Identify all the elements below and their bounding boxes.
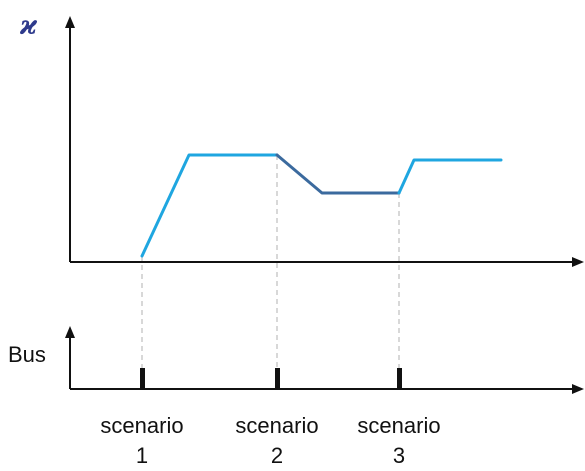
scenario-3-number: 3 [393, 443, 405, 468]
scenario-2-number: 2 [271, 443, 283, 468]
scenario-tick-2 [275, 368, 280, 389]
bus-x-arrowhead [572, 384, 584, 394]
bus-axis-label: Bus [8, 342, 46, 367]
scenario-ticks [140, 368, 402, 389]
scenario-tick-3 [397, 368, 402, 389]
scenario-1-word: scenario [100, 413, 183, 438]
curve-drop-segment [275, 153, 401, 195]
top-axis-symbol: ϰ [19, 11, 38, 41]
curve-rise-segment [140, 153, 279, 258]
guide-lines [141, 155, 400, 368]
curve-recover-segment [397, 158, 503, 195]
bus-y-arrowhead [65, 326, 75, 338]
value-curve [140, 153, 503, 258]
scenario-1-number: 1 [136, 443, 148, 468]
top-x-arrowhead [572, 257, 584, 267]
bus-axes [65, 326, 584, 394]
scenario-labels: scenario 1 scenario 2 scenario 3 [100, 413, 440, 468]
scenario-3-word: scenario [357, 413, 440, 438]
scenario-tick-1 [140, 368, 145, 389]
top-axes [65, 16, 584, 267]
scenario-2-word: scenario [235, 413, 318, 438]
top-y-arrowhead [65, 16, 75, 28]
